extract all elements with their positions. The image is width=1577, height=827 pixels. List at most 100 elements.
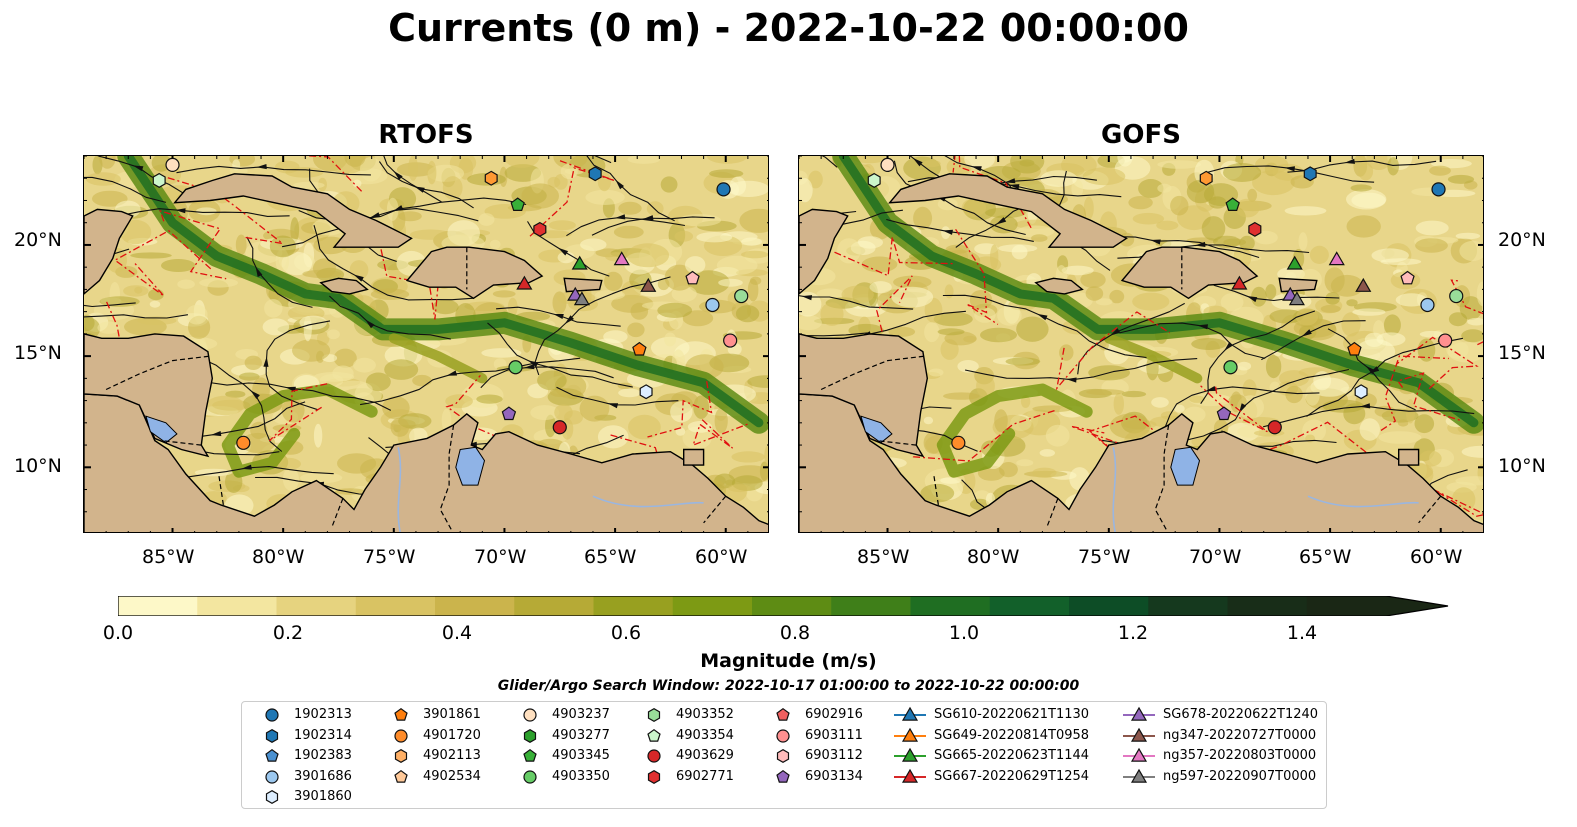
- argo-float-marker[interactable]: [236, 435, 251, 450]
- legend-argo-icon[interactable]: [265, 790, 279, 804]
- gofs-map-title: GOFS: [1101, 120, 1181, 150]
- argo-float-marker[interactable]: [588, 166, 602, 182]
- map-canvas[interactable]: [84, 156, 769, 533]
- argo-float-marker[interactable]: [533, 221, 547, 237]
- legend-argo-icon[interactable]: [523, 748, 537, 762]
- legend-argo-icon[interactable]: [776, 707, 790, 721]
- argo-float-marker[interactable]: [552, 420, 567, 435]
- argo-float-marker[interactable]: [1225, 197, 1240, 212]
- legend-glider-icon[interactable]: [1130, 706, 1148, 721]
- land-mass: [405, 246, 544, 300]
- legend-label: ng347-20220727T0000: [1163, 727, 1317, 743]
- argo-float-marker[interactable]: [685, 270, 700, 285]
- argo-float-marker[interactable]: [1267, 420, 1282, 435]
- legend-argo-icon[interactable]: [647, 749, 661, 763]
- argo-float-marker[interactable]: [1223, 360, 1238, 375]
- legend-argo-icon[interactable]: [776, 769, 790, 783]
- legend-glider-icon[interactable]: [901, 706, 919, 721]
- lon-tick-label: 65°W: [1299, 546, 1352, 568]
- glider-marker[interactable]: [640, 277, 657, 292]
- argo-float-marker[interactable]: [734, 288, 749, 304]
- argo-float-marker[interactable]: [501, 406, 517, 421]
- legend-argo-icon[interactable]: [647, 728, 661, 742]
- argo-float-marker[interactable]: [639, 384, 653, 400]
- argo-float-marker[interactable]: [510, 197, 525, 212]
- legend-label: 3901686: [294, 768, 352, 784]
- legend-argo-icon[interactable]: [265, 769, 279, 784]
- legend-argo-icon[interactable]: [265, 748, 279, 762]
- glider-marker[interactable]: [1328, 251, 1345, 266]
- lon-tick-label: 70°W: [1189, 546, 1242, 568]
- glider-marker[interactable]: [613, 251, 630, 266]
- glider-marker[interactable]: [571, 255, 588, 270]
- argo-float-marker[interactable]: [165, 157, 180, 172]
- argo-float-marker[interactable]: [1199, 170, 1213, 186]
- map-canvas[interactable]: [799, 156, 1484, 533]
- figure-title: Currents (0 m) - 2022-10-22 00:00:00: [388, 6, 1189, 50]
- legend-argo-icon[interactable]: [647, 769, 661, 784]
- gofs-map-panel[interactable]: [798, 155, 1484, 533]
- legend-label: 4903277: [552, 727, 610, 743]
- legend-argo-icon[interactable]: [523, 728, 537, 743]
- argo-float-marker[interactable]: [1400, 270, 1415, 285]
- colorbar-segment: [435, 596, 515, 616]
- legend-glider-icon[interactable]: [1130, 768, 1148, 783]
- argo-float-marker[interactable]: [1216, 406, 1232, 421]
- land-mass: [1278, 277, 1318, 293]
- argo-float-marker[interactable]: [508, 360, 523, 375]
- legend-label: SG665-20220623T1144: [934, 748, 1090, 763]
- lon-tick-label: 80°W: [967, 546, 1020, 568]
- legend-argo-icon[interactable]: [523, 708, 537, 722]
- glider-marker[interactable]: [1231, 275, 1248, 290]
- argo-float-marker[interactable]: [1354, 384, 1368, 400]
- argo-float-marker[interactable]: [152, 172, 166, 188]
- glider-marker[interactable]: [1286, 255, 1303, 270]
- argo-float-marker[interactable]: [1431, 182, 1446, 197]
- argo-float-marker[interactable]: [1248, 221, 1262, 237]
- legend-label: 4903345: [552, 748, 610, 763]
- legend-glider-icon[interactable]: [901, 747, 919, 762]
- glider-marker[interactable]: [573, 291, 590, 306]
- legend-argo-icon[interactable]: [647, 708, 661, 722]
- argo-float-marker[interactable]: [484, 170, 498, 186]
- legend-argo-icon[interactable]: [776, 749, 790, 763]
- legend-argo-icon[interactable]: [394, 749, 408, 763]
- legend-label: ng597-20220907T0000: [1163, 768, 1317, 784]
- legend-label: 3901861: [423, 707, 481, 722]
- argo-float-marker[interactable]: [1347, 341, 1362, 356]
- legend-argo-icon[interactable]: [265, 728, 279, 743]
- argo-float-marker[interactable]: [705, 297, 720, 313]
- colorbar-extend-arrow: [1386, 596, 1448, 616]
- argo-float-marker[interactable]: [723, 333, 738, 348]
- argo-float-marker[interactable]: [951, 435, 966, 450]
- argo-float-marker[interactable]: [1303, 166, 1317, 182]
- argo-float-marker[interactable]: [1449, 288, 1464, 304]
- legend-argo-icon[interactable]: [523, 769, 537, 784]
- legend-glider-icon[interactable]: [901, 768, 919, 783]
- legend-label: 4902113: [423, 748, 481, 763]
- legend-glider-icon[interactable]: [1130, 727, 1148, 742]
- glider-marker[interactable]: [1288, 291, 1305, 306]
- colorbar-tick-label: 1.2: [1117, 622, 1149, 644]
- legend-argo-icon[interactable]: [776, 728, 790, 743]
- land-mass: [173, 173, 413, 248]
- legend-argo-icon[interactable]: [394, 728, 408, 743]
- argo-float-marker[interactable]: [632, 341, 647, 356]
- argo-float-marker[interactable]: [880, 157, 895, 172]
- argo-float-marker[interactable]: [1420, 297, 1435, 313]
- glider-marker[interactable]: [516, 275, 533, 290]
- argo-float-marker[interactable]: [867, 172, 881, 188]
- rtofs-map-panel[interactable]: [83, 155, 769, 533]
- colorbar-tick-label: 0.4: [441, 622, 473, 644]
- argo-float-marker[interactable]: [716, 182, 731, 197]
- legend-argo-icon[interactable]: [265, 708, 279, 722]
- argo-float-marker[interactable]: [1438, 333, 1453, 348]
- glider-marker[interactable]: [1355, 277, 1372, 292]
- legend-glider-icon[interactable]: [901, 727, 919, 742]
- legend-label: 6903111: [805, 727, 863, 743]
- legend-glider-icon[interactable]: [1130, 747, 1148, 762]
- land-mass: [1398, 448, 1420, 466]
- legend-argo-icon[interactable]: [394, 707, 408, 721]
- legend-argo-icon[interactable]: [394, 769, 408, 783]
- land-mass: [84, 208, 134, 295]
